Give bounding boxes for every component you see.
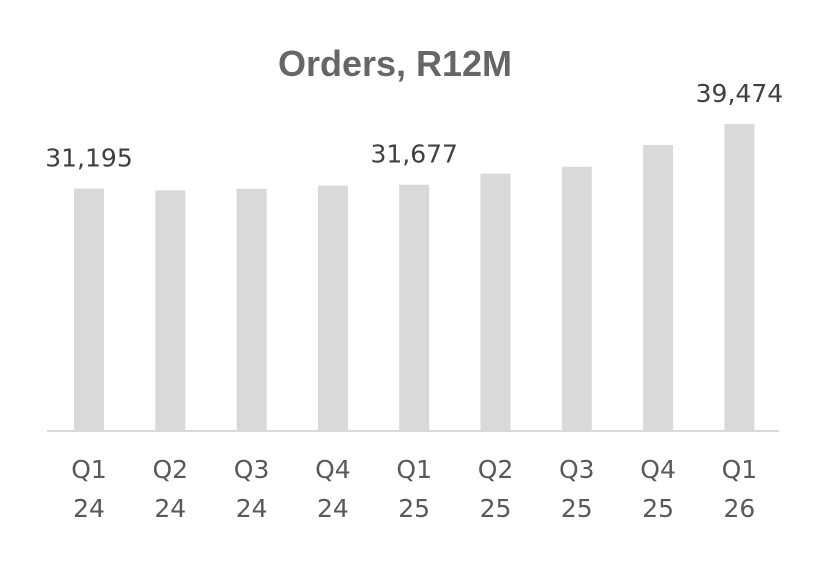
bar-q1-26 [724, 124, 755, 431]
x-tick-label-year: 24 [317, 494, 349, 523]
bar-q1-24 [74, 188, 104, 431]
x-tick-label-year: 25 [480, 494, 512, 523]
x-tick-label-year: 25 [561, 494, 593, 523]
bar-q3-25 [561, 166, 592, 431]
data-label: 31,195 [45, 144, 132, 173]
bar-group [74, 124, 755, 431]
x-tick-label-quarter: Q1 [396, 455, 432, 484]
x-tick-label-year: 24 [236, 494, 268, 523]
x-tick-label-quarter: Q4 [315, 455, 351, 484]
x-tick-label-year: 25 [642, 494, 674, 523]
x-tick-label-quarter: Q1 [71, 455, 107, 484]
x-tick-label-quarter: Q3 [559, 455, 595, 484]
x-tick-label-year: 24 [73, 494, 105, 523]
x-tick-label-year: 26 [723, 494, 755, 523]
x-tick-label-year: 25 [398, 494, 430, 523]
data-label: 31,677 [370, 140, 457, 169]
x-tick-label-quarter: Q2 [478, 455, 514, 484]
data-label: 39,474 [696, 79, 783, 108]
data-label-group: 31,195 31,677 39,474 [45, 79, 783, 172]
x-tick-label-year: 24 [154, 494, 186, 523]
bar-q1-25 [399, 184, 430, 431]
x-tick-label-quarter: Q4 [640, 455, 676, 484]
x-tick-label-quarter: Q1 [722, 455, 758, 484]
bar-q4-24 [317, 185, 348, 431]
x-tick-label-quarter: Q3 [234, 455, 270, 484]
x-tick-label-quarter: Q2 [153, 455, 189, 484]
x-tick-label-group: Q1 24 Q2 24 Q3 24 Q4 24 Q1 25 Q2 25 Q3 25 Q4 25 Q1 26 [71, 455, 757, 523]
bar-q2-25 [480, 173, 511, 431]
bar-q2-24 [155, 190, 186, 431]
chart-title: Orders, R12M [278, 43, 512, 84]
bar-q4-25 [643, 144, 674, 431]
bar-q3-24 [236, 188, 267, 431]
